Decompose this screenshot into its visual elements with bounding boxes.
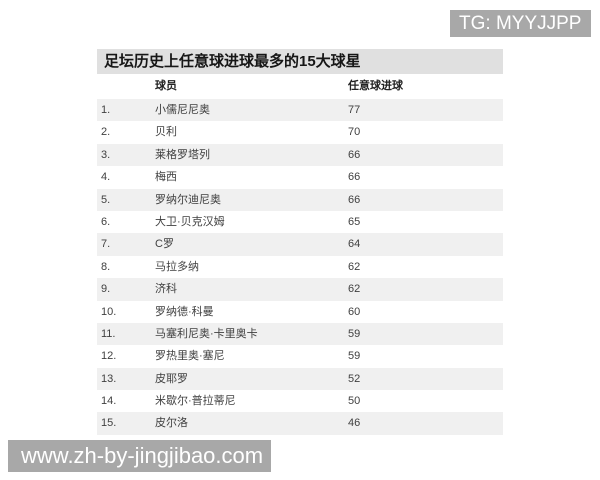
rank-cell: 5.: [101, 193, 111, 206]
goals-cell: 62: [348, 283, 361, 296]
goals-cell: 46: [348, 417, 361, 430]
player-cell: 小儒尼尼奥: [155, 104, 210, 116]
player-cell: 大卫·贝克汉姆: [155, 215, 225, 228]
table-row: 9. 济科 62: [97, 278, 503, 301]
rank-cell: 9.: [101, 283, 111, 296]
table-row: 14. 米歇尔·普拉蒂尼 50: [97, 390, 503, 413]
goals-cell: 66: [348, 148, 361, 161]
player-cell: 马塞利尼奥·卡里奥卡: [155, 327, 258, 340]
player-cell: 罗纳尔迪尼奥: [155, 193, 221, 206]
goals-cell: 50: [348, 395, 361, 408]
table-row: 5. 罗纳尔迪尼奥 66: [97, 188, 503, 211]
player-cell: 米歇尔·普拉蒂尼: [155, 395, 236, 408]
goals-cell: 77: [348, 104, 361, 116]
rank-cell: 8.: [101, 260, 111, 273]
free-kick-table: 足坛历史上任意球进球最多的15大球星 球员 任意球进球 1. 小儒尼尼奥 77 …: [97, 49, 503, 435]
goals-cell: 66: [348, 193, 361, 206]
player-cell: 皮尔洛: [155, 417, 188, 430]
table-row: 1. 小儒尼尼奥 77: [97, 99, 503, 122]
table-row: 7. C罗 64: [97, 233, 503, 256]
table-row: 3. 莱格罗塔列 66: [97, 143, 503, 167]
goals-cell: 60: [348, 305, 361, 318]
player-cell: 莱格罗塔列: [155, 148, 210, 161]
rank-cell: 13.: [101, 372, 117, 385]
rank-cell: 3.: [101, 148, 111, 161]
rank-cell: 10.: [101, 305, 117, 318]
goals-cell: 65: [348, 215, 361, 228]
rank-cell: 7.: [101, 238, 111, 251]
rank-cell: 12.: [101, 350, 117, 363]
rank-cell: 6.: [101, 215, 111, 228]
table-row: 4. 梅西 66: [97, 166, 503, 189]
rank-cell: 1.: [101, 104, 111, 116]
table-row: 12. 罗热里奥·塞尼 59: [97, 345, 503, 368]
table-row: 15. 皮尔洛 46: [97, 412, 503, 435]
table-row: 6. 大卫·贝克汉姆 65: [97, 210, 503, 234]
player-cell: C罗: [155, 238, 174, 251]
player-cell: 罗纳德·科曼: [155, 305, 214, 318]
player-cell: 梅西: [155, 171, 177, 184]
table-title: 足坛历史上任意球进球最多的15大球星: [97, 49, 503, 74]
column-header-player: 球员: [155, 80, 177, 92]
goals-cell: 70: [348, 126, 361, 139]
watermark-telegram: TG: MYYJJPP: [450, 10, 591, 37]
watermark-website: www.zh-by-jingjibao.com: [8, 440, 271, 472]
table-row: 11. 马塞利尼奥·卡里奥卡 59: [97, 322, 503, 346]
goals-cell: 62: [348, 260, 361, 273]
rank-cell: 4.: [101, 171, 111, 184]
table-row: 8. 马拉多纳 62: [97, 255, 503, 279]
table-row: 2. 贝利 70: [97, 121, 503, 144]
player-cell: 贝利: [155, 126, 177, 139]
player-cell: 马拉多纳: [155, 260, 199, 273]
table-row: 13. 皮耶罗 52: [97, 367, 503, 391]
goals-cell: 66: [348, 171, 361, 184]
table-header-row: 球员 任意球进球: [97, 74, 503, 99]
column-header-goals: 任意球进球: [348, 80, 403, 92]
goals-cell: 59: [348, 350, 361, 363]
rank-cell: 15.: [101, 417, 117, 430]
goals-cell: 64: [348, 238, 361, 251]
table-row: 10. 罗纳德·科曼 60: [97, 300, 503, 323]
player-cell: 皮耶罗: [155, 372, 188, 385]
table-body: 1. 小儒尼尼奥 77 2. 贝利 70 3. 莱格罗塔列 66 4. 梅西 6…: [97, 99, 503, 435]
rank-cell: 14.: [101, 395, 117, 408]
goals-cell: 59: [348, 327, 361, 340]
rank-cell: 11.: [101, 327, 116, 340]
goals-cell: 52: [348, 372, 361, 385]
player-cell: 济科: [155, 283, 177, 296]
player-cell: 罗热里奥·塞尼: [155, 350, 225, 363]
rank-cell: 2.: [101, 126, 111, 139]
